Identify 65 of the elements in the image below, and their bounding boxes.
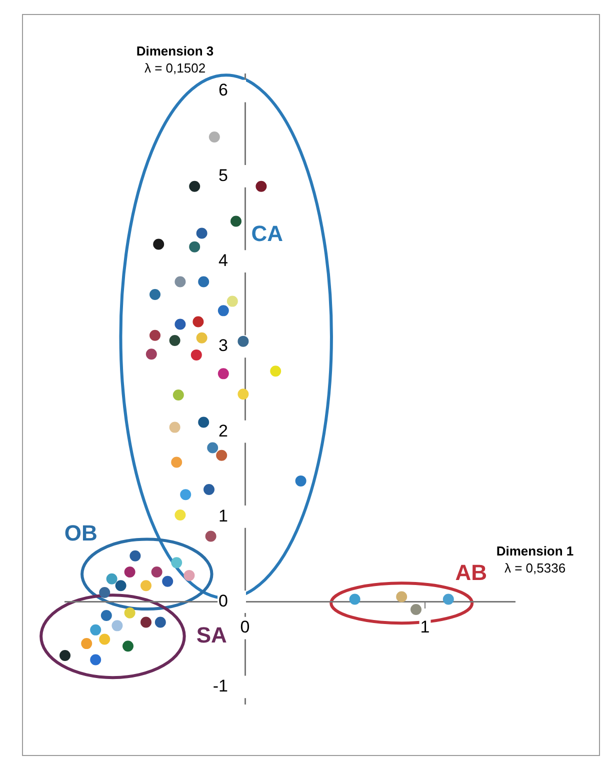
point — [238, 336, 249, 347]
point — [208, 132, 220, 142]
point — [172, 389, 184, 400]
y-tick-label: 4 — [218, 250, 245, 270]
point — [205, 530, 216, 542]
point — [122, 640, 134, 652]
point — [192, 316, 204, 328]
annotation: AB — [455, 560, 488, 586]
point — [124, 607, 136, 618]
point — [140, 580, 152, 592]
point — [270, 366, 282, 377]
point — [150, 289, 160, 300]
y-axis-title: Dimension 3 λ = 0,1502 — [136, 44, 214, 76]
point — [99, 634, 110, 645]
point — [218, 368, 229, 380]
point — [162, 576, 174, 587]
point — [207, 442, 218, 454]
y-tick-label: 3 — [218, 336, 245, 356]
point — [171, 557, 182, 568]
point — [60, 650, 70, 661]
point — [410, 604, 422, 615]
point — [169, 422, 180, 433]
point — [151, 566, 162, 578]
point — [180, 489, 192, 500]
y-tick-label: 6 — [218, 80, 245, 100]
point — [99, 586, 110, 598]
point — [256, 180, 267, 192]
point — [146, 348, 157, 360]
point — [196, 332, 208, 344]
point — [174, 276, 186, 288]
point — [238, 388, 249, 400]
point — [226, 296, 238, 307]
point — [396, 591, 408, 602]
point — [106, 573, 118, 584]
annotation: OB — [64, 520, 98, 546]
annotation: SA — [196, 622, 227, 648]
point — [90, 654, 102, 666]
point — [442, 594, 454, 605]
point — [230, 216, 242, 227]
point — [196, 228, 208, 239]
point — [218, 305, 229, 316]
y-tick-label: 0 — [218, 592, 245, 611]
y-tick-label: 2 — [218, 421, 245, 440]
y-tick-label: 5 — [218, 166, 245, 185]
point — [150, 330, 160, 341]
x-axis-title: Dimension 1 λ = 0,5336 — [496, 543, 574, 576]
point — [112, 620, 123, 632]
point — [100, 610, 112, 621]
point — [204, 484, 214, 495]
point — [190, 349, 202, 360]
point — [169, 334, 180, 346]
point — [124, 566, 136, 578]
point — [115, 580, 126, 592]
point — [140, 616, 152, 628]
point — [174, 510, 186, 520]
point — [189, 241, 200, 252]
point — [216, 450, 228, 461]
point — [184, 570, 195, 581]
y-tick-label: 1 — [218, 506, 245, 526]
point — [153, 238, 164, 250]
annotation: CA — [251, 220, 284, 246]
point — [81, 638, 92, 650]
point — [171, 456, 182, 468]
point — [295, 475, 306, 486]
y-tick-label: -1 — [212, 676, 245, 696]
